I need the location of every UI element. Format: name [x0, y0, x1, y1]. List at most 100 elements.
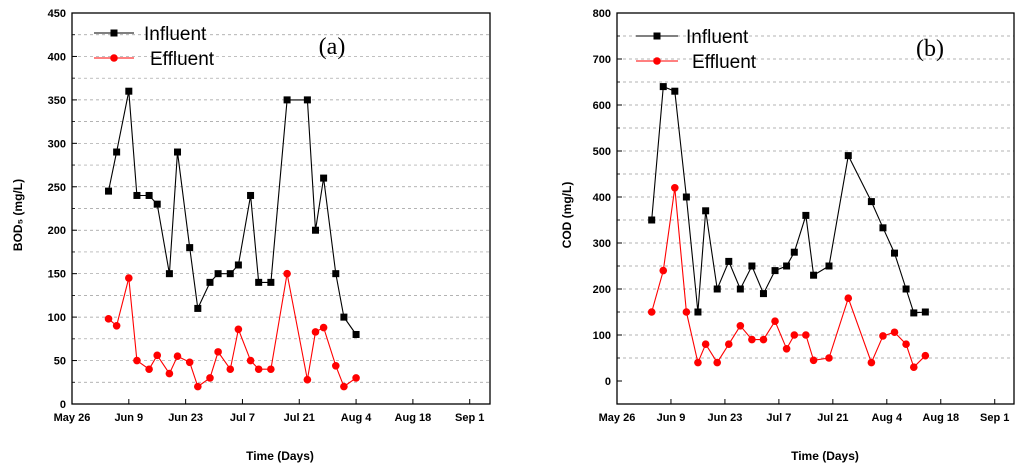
- data-point-effluent: [682, 308, 691, 316]
- data-point-influent: [186, 244, 194, 252]
- data-point-influent: [694, 308, 702, 316]
- data-point-effluent: [112, 322, 121, 330]
- legend-marker: [653, 57, 661, 65]
- data-point-effluent: [647, 308, 656, 316]
- data-point-effluent: [809, 356, 818, 365]
- data-point-influent: [891, 249, 899, 257]
- data-point-effluent: [319, 323, 328, 332]
- data-point-influent: [194, 304, 202, 312]
- data-point-influent: [713, 285, 721, 293]
- data-point-effluent: [659, 266, 668, 275]
- data-point-influent: [133, 191, 141, 199]
- legend-marker: [110, 54, 118, 62]
- x-tick-label: Aug 18: [395, 412, 432, 424]
- data-point-influent: [303, 96, 311, 104]
- y-tick-label: 0: [60, 399, 66, 411]
- data-point-influent: [311, 226, 319, 234]
- x-tick-label: May 26: [599, 412, 636, 424]
- data-point-effluent: [254, 365, 263, 374]
- data-point-effluent: [890, 328, 899, 337]
- data-point-effluent: [194, 382, 202, 391]
- data-point-effluent: [844, 294, 853, 303]
- y-tick-label: 700: [593, 54, 611, 66]
- y-tick-label: 0: [605, 376, 611, 388]
- x-tick-label: Jun 23: [168, 412, 203, 424]
- data-point-effluent: [246, 356, 255, 365]
- data-point-influent: [702, 207, 710, 215]
- data-point-influent: [105, 187, 113, 195]
- data-point-influent: [165, 270, 173, 278]
- data-point-influent: [736, 285, 744, 293]
- y-tick-label: 350: [48, 95, 66, 107]
- data-point-influent: [340, 313, 348, 321]
- data-point-influent: [759, 290, 767, 298]
- series-line-influent: [107, 91, 357, 335]
- data-point-effluent: [748, 335, 756, 344]
- y-tick-label: 100: [48, 312, 66, 324]
- data-point-influent: [332, 270, 340, 278]
- data-point-influent: [247, 191, 255, 199]
- data-point-effluent: [671, 184, 679, 192]
- x-tick-label: Jul 21: [284, 412, 315, 424]
- data-point-effluent: [340, 382, 348, 391]
- chart-panel-b: 0 100 200 300 400 500 600 700 800 May 26 Jun 9 Jun …: [560, 8, 1015, 463]
- y-axis-label: COD (mg/L): [560, 182, 574, 249]
- y-tick-label: 300: [593, 238, 611, 250]
- data-point-influent: [844, 152, 852, 160]
- data-point-influent: [671, 87, 679, 95]
- data-point-effluent: [173, 352, 182, 361]
- data-point-influent: [802, 211, 810, 219]
- data-point-effluent: [185, 358, 194, 367]
- data-point-influent: [320, 174, 328, 182]
- data-point-influent: [867, 198, 875, 206]
- data-point-influent: [879, 224, 887, 232]
- data-point-influent: [771, 267, 779, 275]
- data-point-influent: [682, 193, 690, 201]
- plot-frame: [616, 12, 1015, 405]
- y-tick-label: 500: [593, 146, 611, 158]
- data-point-influent: [659, 83, 667, 91]
- data-point-effluent: [771, 317, 779, 326]
- data-point-effluent: [206, 374, 214, 382]
- data-point-effluent: [234, 325, 243, 334]
- legend-marker: [110, 29, 118, 37]
- data-point-effluent: [133, 356, 141, 365]
- data-point-influent: [174, 148, 182, 156]
- data-point-effluent: [802, 331, 810, 339]
- data-point-effluent: [782, 345, 791, 353]
- y-tick-label: 100: [593, 330, 611, 342]
- x-tick-label: May 26: [54, 412, 91, 424]
- x-tick-label: Jun 23: [707, 412, 742, 424]
- y-tick-label: 300: [48, 138, 66, 150]
- data-point-influent: [267, 278, 275, 286]
- y-tick-label: 150: [48, 269, 66, 281]
- legend-label-effluent: Effluent: [692, 52, 757, 73]
- data-point-influent: [783, 262, 791, 270]
- y-tick-label: 200: [593, 284, 611, 296]
- data-point-influent: [113, 148, 121, 156]
- x-axis-label: Time (Days): [246, 449, 314, 463]
- data-point-effluent: [713, 358, 722, 367]
- series-line-influent: [651, 85, 926, 314]
- data-point-influent: [234, 261, 242, 269]
- x-tick-label: Aug 4: [341, 412, 372, 424]
- x-tick-label: Jun 9: [114, 412, 143, 424]
- data-point-influent: [125, 87, 133, 95]
- data-point-influent: [153, 200, 161, 208]
- y-tick-label: 400: [593, 192, 611, 204]
- data-point-effluent: [125, 274, 133, 282]
- data-point-effluent: [921, 351, 930, 360]
- data-point-effluent: [879, 332, 887, 340]
- data-point-influent: [352, 330, 360, 338]
- x-tick-label: Aug 4: [872, 412, 903, 424]
- data-point-influent: [283, 96, 291, 104]
- data-point-effluent: [214, 348, 222, 356]
- legend-label-effluent: Effluent: [150, 49, 215, 70]
- data-point-effluent: [311, 328, 320, 336]
- data-point-effluent: [303, 375, 312, 384]
- x-tick-label: Jun 9: [657, 412, 686, 424]
- data-point-effluent: [867, 358, 876, 367]
- data-point-effluent: [909, 363, 918, 372]
- y-tick-label: 800: [593, 8, 611, 20]
